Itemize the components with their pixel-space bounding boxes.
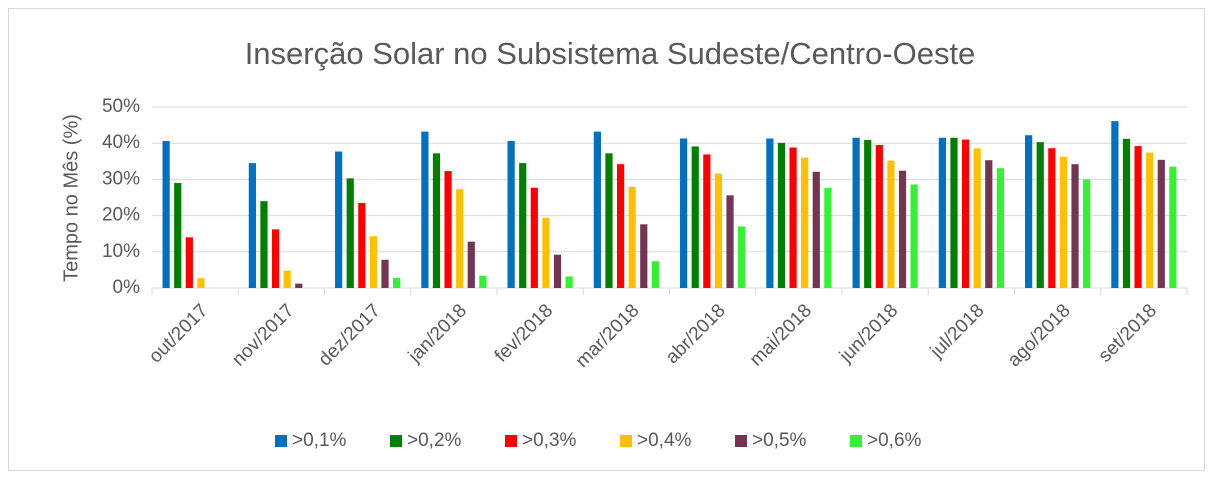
bar	[553, 254, 562, 288]
bar	[456, 189, 464, 288]
bar	[519, 163, 527, 288]
bar	[1071, 164, 1079, 288]
bar	[766, 138, 774, 288]
bar	[1036, 142, 1044, 288]
bar	[248, 163, 256, 288]
legend-label: >0,3%	[522, 430, 577, 451]
bar	[369, 236, 378, 288]
y-tick-label: 50%	[102, 96, 140, 117]
legend-swatch	[505, 435, 517, 447]
legend-label: >0,2%	[407, 430, 462, 451]
legend-swatch	[735, 435, 747, 447]
bar	[938, 137, 946, 288]
bar	[467, 241, 475, 288]
bar	[605, 153, 613, 288]
bar	[335, 151, 343, 288]
legend-swatch	[390, 435, 402, 447]
y-tick-label: 30%	[102, 168, 140, 189]
bar	[789, 147, 797, 288]
bar	[801, 157, 809, 288]
bar	[507, 141, 515, 288]
bar	[703, 154, 711, 288]
bar	[1146, 152, 1154, 288]
bar	[1083, 179, 1091, 288]
bar	[887, 160, 895, 288]
bar	[593, 131, 601, 288]
bar	[185, 237, 193, 288]
bar	[479, 275, 487, 288]
bar	[691, 146, 699, 288]
bar	[680, 138, 688, 288]
bar	[542, 217, 550, 288]
bar	[444, 171, 452, 288]
bar	[295, 283, 303, 288]
bar	[961, 139, 970, 288]
y-tick-label: 40%	[102, 132, 140, 153]
bar	[197, 278, 205, 288]
legend-swatch	[275, 435, 287, 447]
bar	[1122, 138, 1131, 288]
bar	[864, 139, 872, 288]
legend-label: >0,6%	[867, 430, 922, 451]
bar	[260, 201, 268, 288]
bar	[174, 183, 182, 288]
bar	[985, 160, 993, 288]
bar	[565, 276, 573, 288]
bar	[812, 171, 820, 288]
bar	[651, 261, 659, 288]
bar	[346, 178, 354, 288]
bar	[852, 137, 860, 288]
bar	[1169, 166, 1177, 288]
bar	[726, 195, 734, 288]
bar	[432, 153, 441, 288]
bar	[271, 229, 280, 288]
y-axis-label: Tempo no Mês (%)	[60, 114, 82, 282]
legend-label: >0,5%	[752, 430, 807, 451]
chart-title: Inserção Solar no Subsistema Sudeste/Cen…	[245, 36, 976, 71]
bar	[875, 145, 883, 288]
bar	[950, 137, 958, 288]
bar	[1059, 156, 1068, 288]
legend-swatch	[620, 435, 632, 447]
bar	[777, 142, 786, 288]
bar	[421, 131, 429, 288]
bar	[628, 187, 636, 288]
bar	[1157, 159, 1165, 288]
legend-label: >0,4%	[637, 430, 692, 451]
bar	[973, 148, 981, 288]
bar	[738, 226, 746, 288]
bar	[162, 141, 170, 288]
bar	[1111, 121, 1119, 288]
bar	[381, 259, 389, 288]
bar	[996, 168, 1004, 288]
y-tick-label: 0%	[113, 277, 141, 298]
bar	[910, 184, 918, 288]
legend-swatch	[850, 435, 862, 447]
y-tick-label: 20%	[102, 205, 140, 226]
bar	[1134, 146, 1142, 288]
bar	[824, 188, 832, 288]
y-tick-label: 10%	[102, 241, 140, 262]
bar	[640, 224, 648, 288]
legend-label: >0,1%	[292, 430, 347, 451]
bar	[898, 170, 907, 288]
bar	[283, 270, 291, 288]
bar	[358, 202, 366, 288]
bar	[616, 164, 625, 288]
bar	[1025, 135, 1033, 288]
bar	[1048, 148, 1056, 288]
bar	[530, 187, 538, 288]
bar	[714, 173, 723, 288]
bar	[393, 277, 401, 288]
